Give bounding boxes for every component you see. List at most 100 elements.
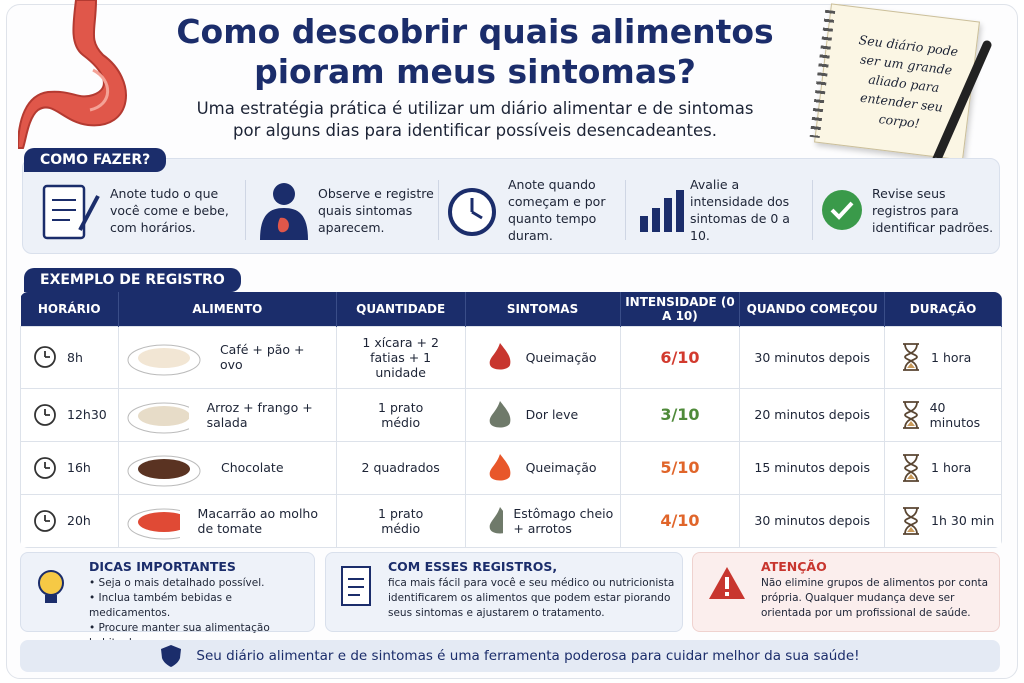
cell-icon — [489, 506, 504, 533]
cell-content: Café + pão + ovo — [125, 336, 330, 378]
icon-clock — [448, 188, 496, 236]
separator — [245, 180, 246, 240]
table-cell: 12h30 — [20, 387, 119, 442]
table-cell: 15 minutos depois — [739, 440, 886, 495]
table-cell: 40 minutos — [884, 387, 1002, 442]
cell-icon — [903, 506, 920, 535]
cell-icon — [127, 402, 189, 433]
cell-content: Dor leve — [472, 399, 614, 431]
step: Observe e registre quais sintomas aparec… — [318, 185, 434, 235]
cell-text: Queimação — [525, 349, 597, 365]
records-box: COM ESSES REGISTROS, fica mais fácil par… — [325, 552, 683, 632]
cell-text: 6/10 — [660, 347, 700, 367]
step: Anote quando começam e por quanto tempo … — [508, 177, 606, 243]
cell-icon — [903, 400, 920, 429]
cell-text: 20h — [67, 513, 91, 528]
table-cell: Chocolate — [117, 440, 337, 495]
icon-document — [341, 566, 371, 606]
column-header: ALIMENTO — [118, 292, 337, 326]
cell-icon — [34, 456, 56, 479]
cell-icon — [127, 455, 201, 486]
cell-text: 1 hora — [931, 349, 972, 365]
cell-content: Macarrão ao molho de tomate — [125, 500, 330, 542]
cell-text: 40 minutos — [929, 399, 981, 430]
column-header: QUANDO COMEÇOU — [739, 292, 886, 326]
column-header: INTENSIDADE (0 A 10) — [620, 292, 741, 326]
table-cell: 16h — [20, 440, 119, 495]
cell-text: 1 prato médio — [378, 399, 424, 430]
section-tag: COMO FAZER? — [24, 148, 167, 172]
column-header: DURAÇÃO — [884, 292, 1002, 326]
table-cell: 1 hora — [884, 440, 1002, 495]
cell-text: 1 xícara + 2 fatias + 1 unidade — [362, 334, 439, 380]
cell-content: 8h — [27, 345, 112, 369]
cell-text: 16h — [67, 460, 91, 475]
cell-content: 20h — [27, 509, 112, 533]
cell-icon — [489, 343, 510, 370]
table-cell: 30 minutos depois — [739, 493, 886, 548]
cell-content: 1 hora — [891, 453, 995, 483]
table-cell: 1 xícara + 2 fatias + 1 unidade — [335, 325, 466, 389]
cell-text: Café + pão + ovo — [219, 342, 305, 372]
column-header: SINTOMAS — [465, 292, 621, 326]
table-cell: 1 prato médio — [335, 387, 466, 442]
tip-item: • Inclua também bebidas e medicamentos. — [89, 592, 232, 619]
cell-content: Arroz + frango + salada — [125, 394, 330, 436]
records-title: COM ESSES REGISTROS, — [388, 559, 558, 574]
cell-content: 1h 30 min — [891, 506, 995, 536]
icon-bulb — [38, 570, 64, 603]
record-table: HORÁRIO ALIMENTO QUANTIDADE SINTOMAS INTENSI… — [20, 292, 1002, 548]
pen — [928, 40, 992, 174]
tips-list: • Seja o mais detalhado possível. • Inclu… — [89, 576, 314, 651]
cell-icon — [903, 453, 920, 482]
cell-text: 4/10 — [660, 511, 700, 530]
warning-text: Não elimine grupos de alimentos por cont… — [761, 577, 989, 619]
tips-box: DICAS IMPORTANTES • Seja o mais detalhad… — [20, 552, 315, 649]
cell-icon — [34, 509, 56, 532]
separator — [438, 180, 439, 240]
table-cell: 1 hora — [884, 325, 1002, 389]
cell-content: 16h — [27, 456, 112, 480]
table-cell: Arroz + frango + salada — [117, 387, 337, 442]
stomach-illustration — [18, 0, 127, 149]
cell-icon — [34, 346, 56, 368]
table-cell: Dor leve — [464, 387, 621, 442]
cell-text: Dor leve — [525, 407, 579, 422]
cell-text: Queimação — [525, 460, 597, 475]
cell-text: 30 minutos depois — [754, 349, 870, 365]
table-cell: 8h — [20, 325, 119, 389]
column-header: QUANTIDADE — [336, 292, 466, 326]
tips-title: DICAS IMPORTANTES — [89, 559, 236, 574]
cell-text: Arroz + frango + salada — [206, 399, 313, 430]
table-cell: 6/10 — [619, 325, 741, 389]
icon-check — [822, 190, 862, 230]
cell-icon — [34, 403, 56, 426]
cell-content: Queimação — [472, 452, 614, 484]
table-row: 20h Macarrão ao molho de tomate 1 prato mé… — [20, 493, 1002, 548]
section-tag: EXEMPLO DE REGISTRO — [24, 268, 241, 292]
table-cell: 1 prato médio — [335, 493, 466, 548]
table-cell: 4/10 — [619, 493, 741, 548]
table-cell: Estômago cheio + arrotos — [464, 493, 621, 548]
column-header: HORÁRIO — [20, 292, 119, 326]
icon-warning — [709, 567, 745, 599]
cell-text: 30 minutos depois — [754, 513, 870, 528]
table-cell: 20 minutos depois — [739, 387, 886, 442]
step: Avalie a intensidade dos sintomas de 0 a… — [690, 177, 790, 243]
cell-content: Queimação — [472, 341, 614, 373]
warning-title: ATENÇÃO — [761, 559, 827, 574]
cell-text: Chocolate — [220, 460, 284, 475]
cell-text: 15 minutos depois — [754, 460, 870, 475]
cell-text: 5/10 — [660, 458, 700, 477]
cell-text: 1 prato médio — [378, 505, 424, 536]
cell-text: 3/10 — [660, 405, 700, 424]
table-cell: Macarrão ao molho de tomate — [117, 493, 337, 548]
step: Revise seus registros para identificar p… — [872, 185, 994, 235]
title: Como descobrir quais alimentos pioram me… — [176, 12, 774, 91]
cell-text: 20 minutos depois — [754, 407, 870, 422]
icon-notebook — [42, 184, 100, 240]
step: Anote tudo o que você come e bebe, com h… — [110, 185, 229, 235]
icon-shield — [161, 645, 182, 667]
footer-bar: Seu diário alimentar e de sintomas é uma… — [20, 640, 1000, 672]
